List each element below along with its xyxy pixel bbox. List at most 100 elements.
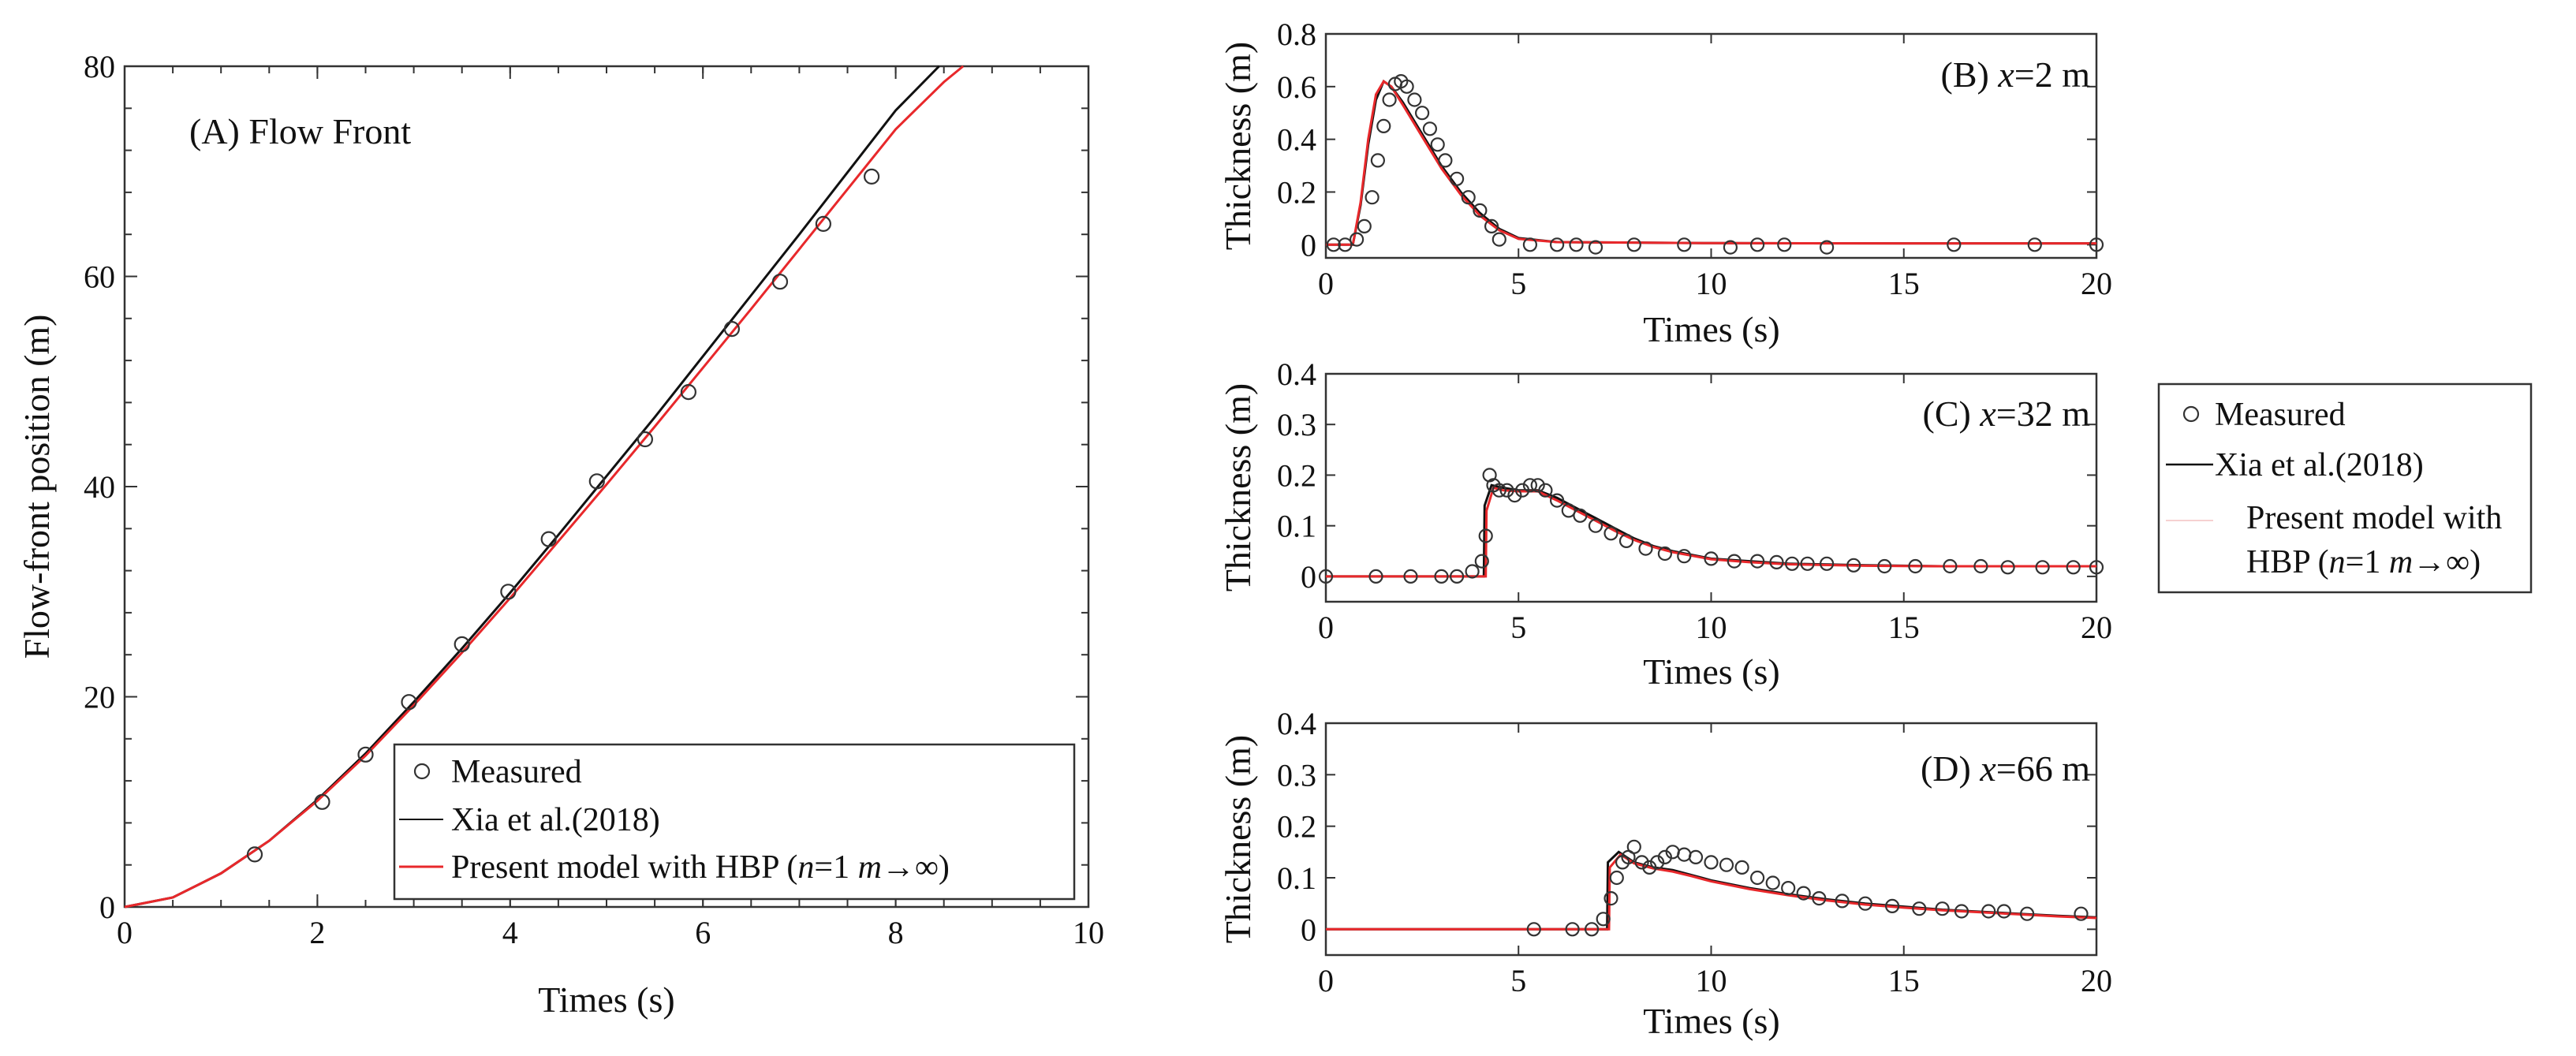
legend-right-xia-label: Xia et al.(2018) xyxy=(2215,447,2424,483)
measured-point xyxy=(1785,556,1800,571)
panel-a-legend-box xyxy=(393,743,1076,901)
x-tick-label: 0 xyxy=(117,915,133,950)
measured-point xyxy=(1326,237,1341,252)
measured-point xyxy=(1514,483,1530,498)
measured-point xyxy=(1368,569,1383,584)
series-line-present-model xyxy=(1326,853,2097,931)
measured-point xyxy=(1549,493,1565,508)
y-tick-label: 0.2 xyxy=(1277,174,1316,210)
panel-d-x-tick-labels: 0 5 10 15 20 xyxy=(1318,963,2112,998)
y-tick-label: 60 xyxy=(84,259,115,295)
y-tick-label: 0 xyxy=(99,890,115,925)
legend-right-present-label-line1: Present model with xyxy=(2246,500,2502,536)
measured-point xyxy=(1781,880,1796,896)
measured-point xyxy=(1588,240,1603,255)
measured-point xyxy=(1727,554,1742,569)
measured-point xyxy=(1473,203,1488,218)
panel-b-title: (B) x=2 m xyxy=(1941,54,2091,95)
legend-a-measured-label: Measured xyxy=(451,754,582,790)
measured-point xyxy=(1422,121,1438,136)
x-tick-label: 4 xyxy=(502,915,518,950)
measured-point xyxy=(1657,849,1672,865)
measured-point xyxy=(1688,849,1704,865)
x-tick-label: 20 xyxy=(2081,963,2112,998)
measured-point xyxy=(1908,558,1923,574)
measured-point xyxy=(2027,237,2042,252)
measured-point xyxy=(2020,906,2035,921)
panel-c-x-tick-labels: 0 5 10 15 20 xyxy=(1318,610,2112,645)
y-tick-label: 0.4 xyxy=(1277,356,1316,392)
measured-point xyxy=(1750,554,1765,569)
y-tick-label: 0.2 xyxy=(1277,809,1316,845)
panel-b-x-axis-title: Times (s) xyxy=(1643,309,1779,349)
measured-point xyxy=(1626,237,1641,252)
measured-point xyxy=(1973,558,1988,574)
y-tick-label: 0.4 xyxy=(1277,122,1316,158)
measured-point xyxy=(1438,153,1453,168)
measured-point xyxy=(1877,558,1892,574)
x-tick-label: 0 xyxy=(1318,610,1334,645)
y-tick-label: 0.2 xyxy=(1277,457,1316,493)
x-tick-label: 2 xyxy=(309,915,325,950)
measured-point xyxy=(1777,237,1792,252)
measured-point xyxy=(1474,554,1489,569)
measured-point xyxy=(1603,526,1618,541)
x-tick-label: 15 xyxy=(1888,963,1920,998)
panel-d-x-axis-title: Times (s) xyxy=(1643,1001,1779,1041)
legend-right-measured-marker xyxy=(2182,405,2200,423)
legend-a-xia-label: Xia et al.(2018) xyxy=(451,802,660,838)
y-tick-label: 20 xyxy=(84,680,115,715)
series-line-present-model xyxy=(1326,486,2096,578)
measured-point xyxy=(1765,875,1780,890)
measured-point xyxy=(1449,569,1465,584)
measured-point xyxy=(1935,901,1950,916)
panel-d-title: (D) x=66 m xyxy=(1921,748,2090,789)
panel-d-ticks xyxy=(1325,722,2097,955)
panel-a-legend: Measured Xia et al.(2018) Present model … xyxy=(393,743,1076,901)
y-tick-label: 0.1 xyxy=(1277,860,1316,896)
measured-point xyxy=(1626,839,1641,854)
measured-point xyxy=(1650,855,1665,870)
panel-b-y-axis-title: Thickness (m) xyxy=(1218,42,1258,250)
measured-point xyxy=(863,168,880,185)
panel-a-x-axis-title: Times (s) xyxy=(538,980,674,1020)
y-tick-label: 0.8 xyxy=(1277,17,1316,52)
measured-point xyxy=(1638,541,1653,556)
y-tick-label: 0.1 xyxy=(1277,509,1316,544)
panel-a-series-lines xyxy=(124,65,965,909)
panel-a-y-tick-labels: 0 20 40 60 80 xyxy=(84,49,115,925)
measured-point xyxy=(2035,560,2050,575)
measured-point xyxy=(1478,528,1493,543)
measured-point xyxy=(1491,483,1506,498)
x-tick-label: 5 xyxy=(1510,963,1526,998)
measured-point xyxy=(1584,922,1600,937)
measured-point xyxy=(1820,556,1835,571)
measured-point xyxy=(540,531,557,547)
measured-point xyxy=(1499,483,1514,498)
measured-point xyxy=(1812,890,1827,906)
measured-point xyxy=(1657,546,1672,562)
panel-c-y-axis-title: Thickness (m) xyxy=(1218,383,1258,591)
x-tick-label: 10 xyxy=(1696,963,1727,998)
panel-c-x-axis-title: Times (s) xyxy=(1643,651,1779,692)
x-tick-label: 15 xyxy=(1888,610,1920,645)
measured-point xyxy=(771,274,789,290)
panel-c-measured-markers xyxy=(1318,468,2104,584)
y-tick-label: 0.6 xyxy=(1277,69,1316,105)
legend-a-present-label: Present model with HBP (n=1 m→∞) xyxy=(451,849,950,886)
legend-a-measured-marker xyxy=(413,763,431,780)
panel-c-x32: 0 5 10 15 20 0 0.1 0.2 0.3 0.4 Times (s) Thickne… xyxy=(1218,356,2112,692)
measured-point xyxy=(1618,533,1634,549)
x-tick-label: 10 xyxy=(1073,915,1104,950)
y-tick-label: 80 xyxy=(84,49,115,84)
measured-point xyxy=(1318,569,1334,584)
panel-b-measured-markers xyxy=(1326,73,2104,255)
y-tick-label: 0 xyxy=(1301,227,1316,263)
x-tick-label: 6 xyxy=(695,915,711,950)
measured-point xyxy=(2089,237,2104,252)
x-tick-label: 5 xyxy=(1510,610,1526,645)
measured-point xyxy=(1465,564,1480,579)
measured-point xyxy=(1719,857,1734,872)
panel-d-x66: 0 5 10 15 20 0 0.1 0.2 0.3 0.4 Times (s) Thickne… xyxy=(1218,706,2112,1041)
